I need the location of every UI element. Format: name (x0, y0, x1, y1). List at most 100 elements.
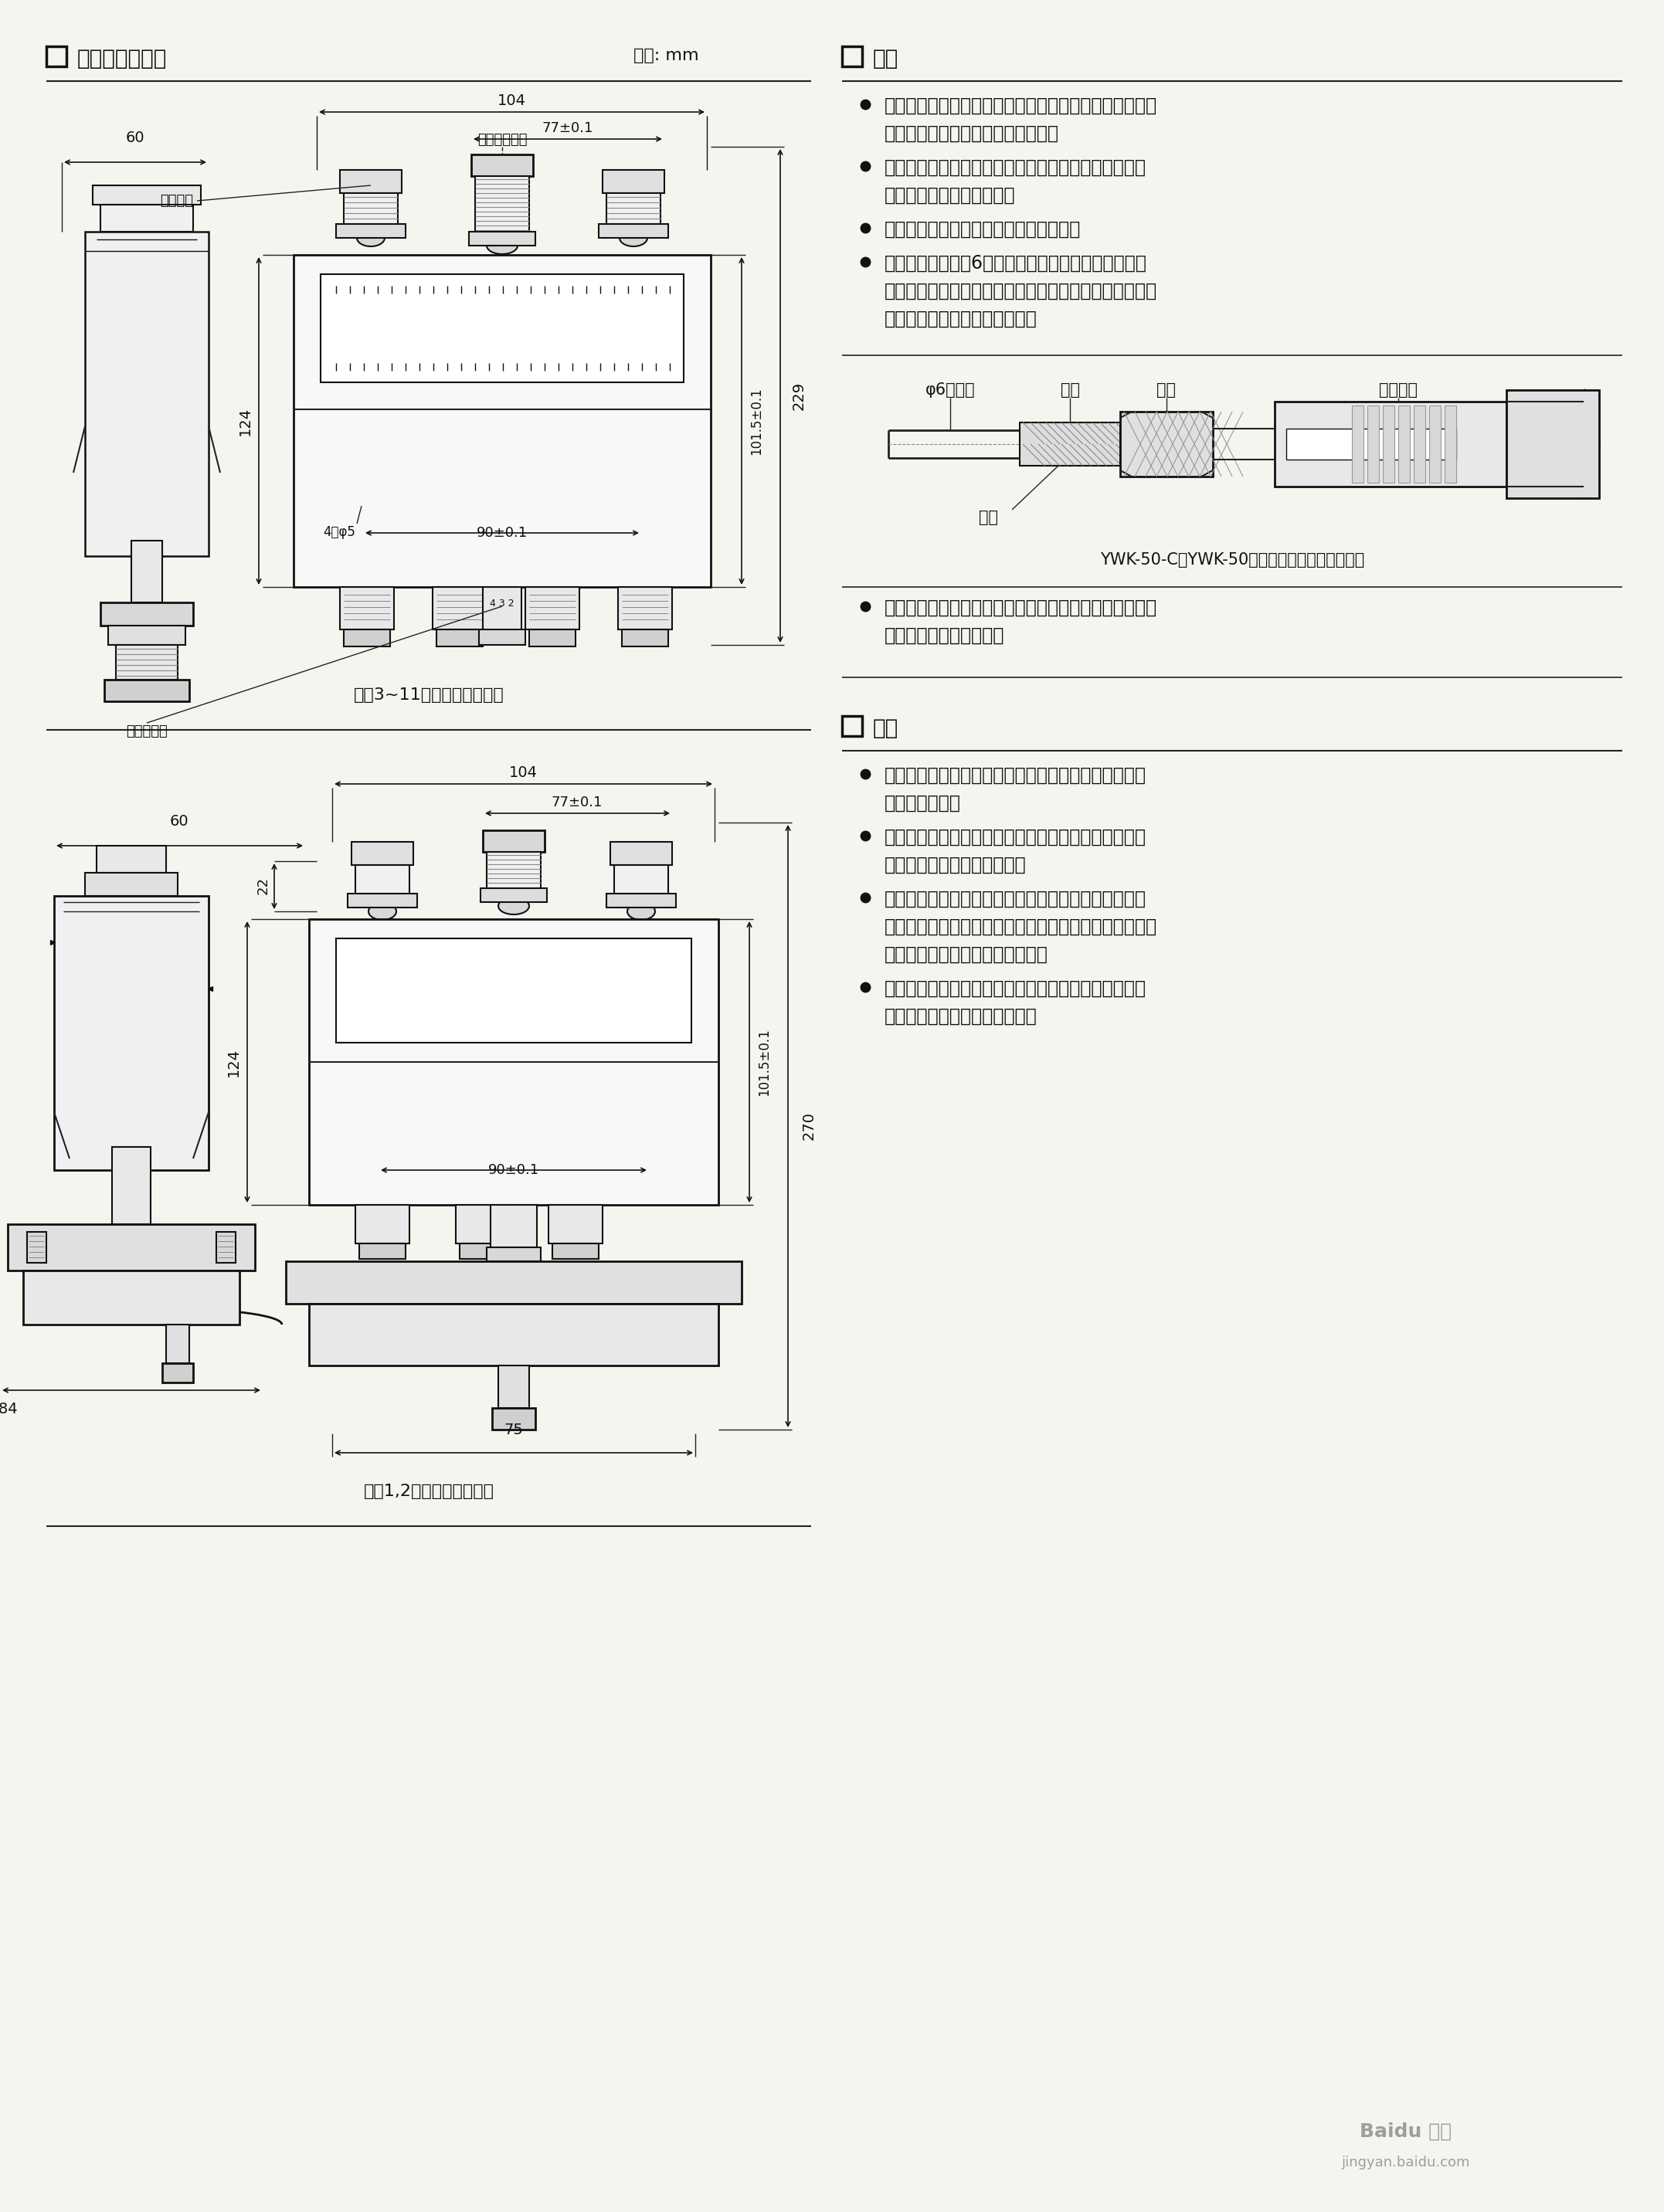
Bar (436, 630, 483, 646)
Text: 4孔φ5: 4孔φ5 (323, 524, 356, 540)
Text: 4 3 2: 4 3 2 (489, 599, 514, 608)
Ellipse shape (632, 493, 649, 511)
Bar (1429, 405, 1441, 482)
Bar (459, 1243, 506, 1259)
Bar (476, 177, 529, 239)
Text: 波纹管室: 波纹管室 (1379, 383, 1418, 398)
Ellipse shape (619, 230, 647, 246)
Bar (100, 206, 193, 232)
Text: 比给定值低一个切换差值（即下切换值）的位置上，调整: 比给定值低一个切换差值（即下切换值）的位置上，调整 (885, 918, 1158, 936)
Text: 22: 22 (256, 876, 270, 896)
Bar (491, 1206, 537, 1248)
Ellipse shape (356, 230, 384, 246)
Bar (606, 894, 676, 907)
Text: 77±0.1: 77±0.1 (542, 122, 594, 135)
Text: 101.5±0.1: 101.5±0.1 (757, 1029, 770, 1095)
Bar (116, 646, 178, 679)
Bar (529, 630, 576, 646)
Text: 值，实际值应从标准表读取。: 值，实际值应从标准表读取。 (885, 856, 1027, 874)
Text: 切换差旋鈕: 切换差旋鈕 (126, 726, 168, 739)
Text: 锁紧螺母: 锁紧螺母 (160, 195, 193, 208)
Bar (1398, 405, 1409, 482)
Bar (293, 254, 711, 586)
Bar (486, 1248, 541, 1261)
Bar (1286, 429, 1456, 460)
Bar (321, 274, 684, 383)
Bar (344, 192, 398, 234)
Text: 设定值上，拧紧锁紧螺母。: 设定值上，拧紧锁紧螺母。 (885, 186, 1015, 206)
Text: 安装: 安装 (874, 49, 899, 69)
Bar (471, 155, 532, 177)
Bar (356, 1206, 409, 1243)
Text: 外形及安装尺寸: 外形及安装尺寸 (77, 49, 166, 69)
Bar (498, 1365, 529, 1409)
Text: Baidu 经验: Baidu 经验 (1359, 2121, 1453, 2141)
Bar (602, 170, 664, 192)
Bar (348, 894, 418, 907)
Bar (1351, 405, 1363, 482)
Text: 用情况，应作定期校对。: 用情况，应作定期校对。 (885, 626, 1005, 646)
Bar (483, 830, 544, 852)
Bar (486, 852, 541, 891)
Text: 124: 124 (226, 1048, 241, 1077)
Text: 范围，实际范围可比表列略宽。: 范围，实际范围可比表列略宽。 (885, 1006, 1037, 1026)
Bar (336, 223, 406, 239)
Bar (549, 1206, 602, 1243)
Ellipse shape (354, 493, 371, 511)
Bar (614, 865, 669, 896)
Text: 切换差旋鈕上数字仅表示切换差值的大小程度而非实际: 切换差旋鈕上数字仅表示切换差值的大小程度而非实际 (885, 827, 1146, 847)
Bar (842, 46, 862, 66)
Ellipse shape (498, 898, 529, 914)
Text: 77±0.1: 77±0.1 (551, 796, 602, 810)
Text: 旋动切换差旋鈕，以获取需要的切换差。: 旋动切换差旋鈕，以获取需要的切换差。 (885, 221, 1082, 239)
Text: 换值调节范围。: 换值调节范围。 (885, 794, 960, 812)
Text: 90±0.1: 90±0.1 (488, 1164, 539, 1177)
Bar (344, 630, 389, 646)
Bar (131, 540, 161, 602)
Bar (1506, 389, 1599, 498)
Text: 序号1,2规格的压力控制器: 序号1,2规格的压力控制器 (363, 1484, 494, 1500)
Bar (356, 865, 409, 896)
Bar (481, 889, 547, 902)
Bar (8, 1223, 255, 1270)
Bar (85, 874, 178, 896)
Bar (1275, 403, 1506, 487)
Ellipse shape (627, 902, 656, 920)
Bar (622, 630, 669, 646)
Bar (336, 938, 692, 1042)
Bar (85, 232, 208, 555)
Text: 旋下接头将直径为6毫米的金属导压管的一端锡焊在套: 旋下接头将直径为6毫米的金属导压管的一端锡焊在套 (885, 254, 1146, 272)
Text: φ6导压管: φ6导压管 (925, 383, 975, 398)
Bar (27, 1232, 47, 1263)
Text: 或用工具碗撞拨臂，以防改变性能。: 或用工具碗撞拨臂，以防改变性能。 (885, 124, 1058, 144)
Ellipse shape (641, 1130, 657, 1148)
Bar (1020, 422, 1120, 467)
Bar (469, 232, 536, 246)
Text: 单位: mm: 单位: mm (634, 49, 699, 64)
Text: 104: 104 (498, 93, 526, 108)
Bar (526, 586, 579, 630)
Text: 124: 124 (238, 407, 253, 436)
Bar (493, 1409, 536, 1429)
Text: 序号3~11规格的压力控制器: 序号3~11规格的压力控制器 (353, 688, 504, 703)
Text: 90±0.1: 90±0.1 (476, 526, 527, 540)
Bar (53, 896, 208, 1170)
Bar (552, 1243, 599, 1259)
Text: jingyan.baidu.com: jingyan.baidu.com (1341, 2157, 1471, 2170)
Text: 复查安装是否完切，装好表盖，接通电源。根据控制器使: 复查安装是否完切，装好表盖，接通电源。根据控制器使 (885, 599, 1158, 617)
Text: 打开表盖，将控制器垂直安装在仪表板上，严禁用手拨动: 打开表盖，将控制器垂直安装在仪表板上，严禁用手拨动 (885, 97, 1158, 115)
Bar (1368, 405, 1379, 482)
Bar (1383, 405, 1394, 482)
Text: 控制器指针指示值为下切换值，设定值调节范围即下切: 控制器指针指示值为下切换值，设定值调节范围即下切 (885, 765, 1146, 785)
Text: 注意: 注意 (874, 717, 899, 739)
Text: 60: 60 (126, 131, 145, 146)
Bar (310, 920, 719, 1206)
Text: 101.5±0.1: 101.5±0.1 (749, 387, 764, 456)
Text: 筒上，然后旋紧接头使连接管密封，被控介质由金属导压: 筒上，然后旋紧接头使连接管密封，被控介质由金属导压 (885, 281, 1158, 301)
Bar (483, 586, 521, 633)
Text: φ84: φ84 (0, 1402, 18, 1416)
Bar (93, 186, 201, 206)
Bar (842, 717, 862, 737)
Bar (479, 630, 526, 646)
Text: 75: 75 (504, 1422, 524, 1438)
